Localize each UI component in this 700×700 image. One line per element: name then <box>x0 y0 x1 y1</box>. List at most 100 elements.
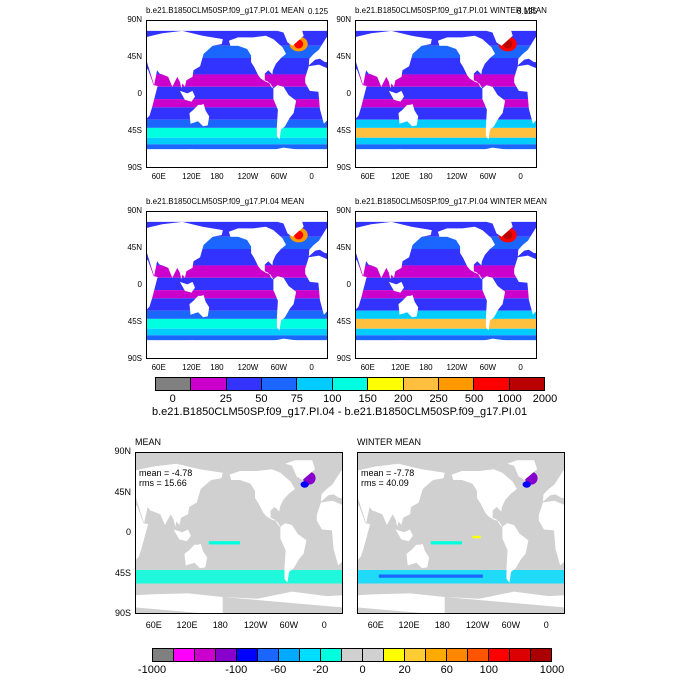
lat-label: 90N <box>336 15 351 24</box>
colorbar-label: 1000 <box>539 664 565 676</box>
colorbar-swatch <box>403 378 439 390</box>
rms-stat: rms = 40.09 <box>361 478 409 488</box>
panel-value: 0.125 <box>308 7 329 16</box>
lat-label: 45N <box>127 52 142 61</box>
colorbar-bottom <box>152 648 552 662</box>
map-plot <box>146 211 328 359</box>
colorbar-label: 100 <box>479 664 498 676</box>
lat-label: 45N <box>336 52 351 61</box>
lon-label: 120E <box>182 363 201 372</box>
colorbar-swatch <box>297 378 333 390</box>
lat-label: 0 <box>137 280 142 289</box>
lat-label: 45S <box>336 126 351 135</box>
colorbar-label: 25 <box>219 393 233 405</box>
colorbar-swatch <box>226 378 263 390</box>
lon-label: 120E <box>398 620 420 630</box>
lon-label: 120E <box>391 172 410 181</box>
lon-label: 0 <box>309 363 314 372</box>
lon-label: 60E <box>360 172 375 181</box>
panel-title: b.e21.B1850CLM50SP.f09_g17.PI.01 MEAN <box>146 6 305 15</box>
panel-value: 0.125 <box>517 7 538 16</box>
colorbar-swatch <box>447 649 468 661</box>
lon-label: 60E <box>360 363 375 372</box>
lon-label: 60W <box>501 620 521 630</box>
lon-label: 0 <box>518 172 523 181</box>
lat-label: 45S <box>336 317 351 326</box>
colorbar-label: 500 <box>464 393 484 405</box>
colorbar-label: 1000 <box>497 393 522 405</box>
colorbar-label: 100 <box>323 393 342 405</box>
colorbar-label: 2000 <box>532 393 558 405</box>
lon-label: 180 <box>210 363 224 372</box>
rms-stat: rms = 15.66 <box>139 478 187 488</box>
lon-label: 120E <box>391 363 410 372</box>
lon-label: 180 <box>434 620 450 630</box>
colorbar-swatch <box>237 649 258 661</box>
colorbar-swatch <box>342 649 363 661</box>
colorbar-swatch <box>531 649 551 661</box>
colorbar-swatch <box>216 649 237 661</box>
lon-label: 180 <box>212 620 228 630</box>
colorbar-swatch <box>321 649 342 661</box>
difference-title: b.e21.B1850CLM50SP.f09_g17.PI.04 - b.e21… <box>152 406 528 418</box>
lat-label: 90S <box>127 163 142 172</box>
panel-title: WINTER MEAN <box>357 437 421 447</box>
colorbar-top <box>155 377 545 391</box>
colorbar-swatch <box>191 378 227 390</box>
lon-label: 0 <box>543 620 549 630</box>
lon-label: 120W <box>237 172 259 181</box>
colorbar-swatch <box>300 649 321 661</box>
colorbar-label: 60 <box>440 664 453 676</box>
lat-label: 45N <box>114 486 131 497</box>
lon-label: 120E <box>176 620 198 630</box>
lat-label: 45S <box>114 567 131 578</box>
lon-label: 60W <box>270 363 288 372</box>
lat-label: 45N <box>336 243 351 252</box>
lon-label: 60E <box>367 620 384 630</box>
lat-label: 90N <box>127 206 142 215</box>
lat-label: 45N <box>127 243 142 252</box>
lat-label: 90S <box>114 608 131 618</box>
lat-label: 45S <box>127 126 142 135</box>
colorbar-label: 0 <box>169 393 176 405</box>
colorbar-label: -100 <box>225 664 248 676</box>
lat-label: 0 <box>346 280 351 289</box>
lat-label: 0 <box>137 89 142 98</box>
panel-title: b.e21.B1850CLM50SP.f09_g17.PI.04 MEAN <box>146 197 305 206</box>
colorbar-swatch <box>426 649 447 661</box>
lat-label: 0 <box>125 527 131 537</box>
lon-label: 60E <box>145 620 162 630</box>
panel-title: b.e21.B1850CLM50SP.f09_g17.PI.01 WINTER … <box>355 6 547 15</box>
lat-label: 90S <box>127 354 142 363</box>
map-plot <box>135 452 343 614</box>
colorbar-swatch <box>489 649 510 661</box>
lat-label: 90S <box>336 354 351 363</box>
lon-label: 60W <box>270 172 288 181</box>
colorbar-label: -1000 <box>137 664 167 676</box>
colorbar-swatch <box>279 649 300 661</box>
panel-title: b.e21.B1850CLM50SP.f09_g17.PI.04 WINTER … <box>355 197 547 206</box>
colorbar-label: 75 <box>290 393 303 405</box>
colorbar-label: -20 <box>312 664 329 676</box>
lon-label: 180 <box>419 172 433 181</box>
lon-label: 180 <box>419 363 433 372</box>
colorbar-swatch <box>174 649 195 661</box>
map-plot <box>355 20 537 168</box>
lon-label: 60W <box>479 363 497 372</box>
colorbar-swatch <box>156 378 192 390</box>
lat-label: 90S <box>336 163 351 172</box>
panel-title: MEAN <box>135 437 162 447</box>
colorbar-swatch <box>510 649 531 661</box>
map-plot <box>355 211 537 359</box>
mean-stat: mean = -4.78 <box>139 468 193 478</box>
colorbar-label: 20 <box>398 664 411 676</box>
colorbar-label: 250 <box>429 393 448 405</box>
lat-label: 90N <box>114 446 131 456</box>
lon-label: 0 <box>518 363 523 372</box>
colorbar-swatch <box>195 649 216 661</box>
lat-label: 45S <box>127 317 142 326</box>
colorbar-swatch <box>509 378 544 390</box>
lon-label: 120E <box>182 172 201 181</box>
colorbar-swatch <box>153 649 174 661</box>
lon-label: 120W <box>465 620 490 630</box>
